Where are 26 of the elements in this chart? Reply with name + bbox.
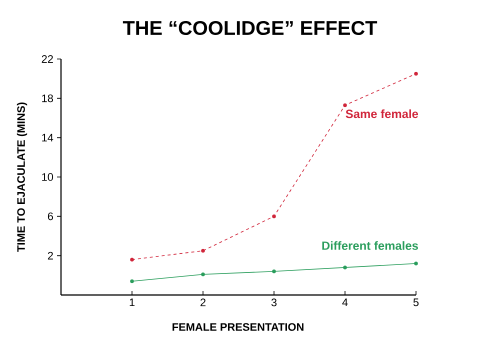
point: [414, 262, 418, 266]
x-tick-label: 5: [413, 298, 419, 306]
point: [272, 270, 276, 274]
x-tick-label: 2: [200, 298, 206, 306]
point: [272, 214, 276, 218]
point: [130, 279, 134, 284]
x-tick-label: 1: [130, 298, 135, 306]
series-label: Same female: [346, 109, 418, 118]
point: [201, 248, 205, 253]
y-axis-title: TIME TO EJACULATE (MINS): [16, 102, 28, 252]
y-tick-label: 2: [48, 252, 53, 260]
point: [414, 72, 418, 76]
point: [201, 272, 205, 276]
chart-title: THE “COOLIDGE” EFFECT: [122, 20, 378, 36]
point: [343, 266, 347, 270]
point: [343, 103, 347, 108]
y-tick-label: 6: [48, 212, 53, 220]
y-tick-label: 22: [42, 55, 53, 63]
x-axis-title: FEMALE PRESENTATION: [172, 323, 304, 331]
x-tick-label: 4: [342, 298, 348, 306]
y-tick-label: 18: [42, 94, 53, 102]
y-tick-label: 14: [42, 134, 54, 142]
point: [130, 258, 134, 262]
y-tick-label: 10: [42, 173, 54, 181]
series-label: Different females: [322, 241, 418, 250]
x-tick-label: 3: [271, 298, 277, 306]
